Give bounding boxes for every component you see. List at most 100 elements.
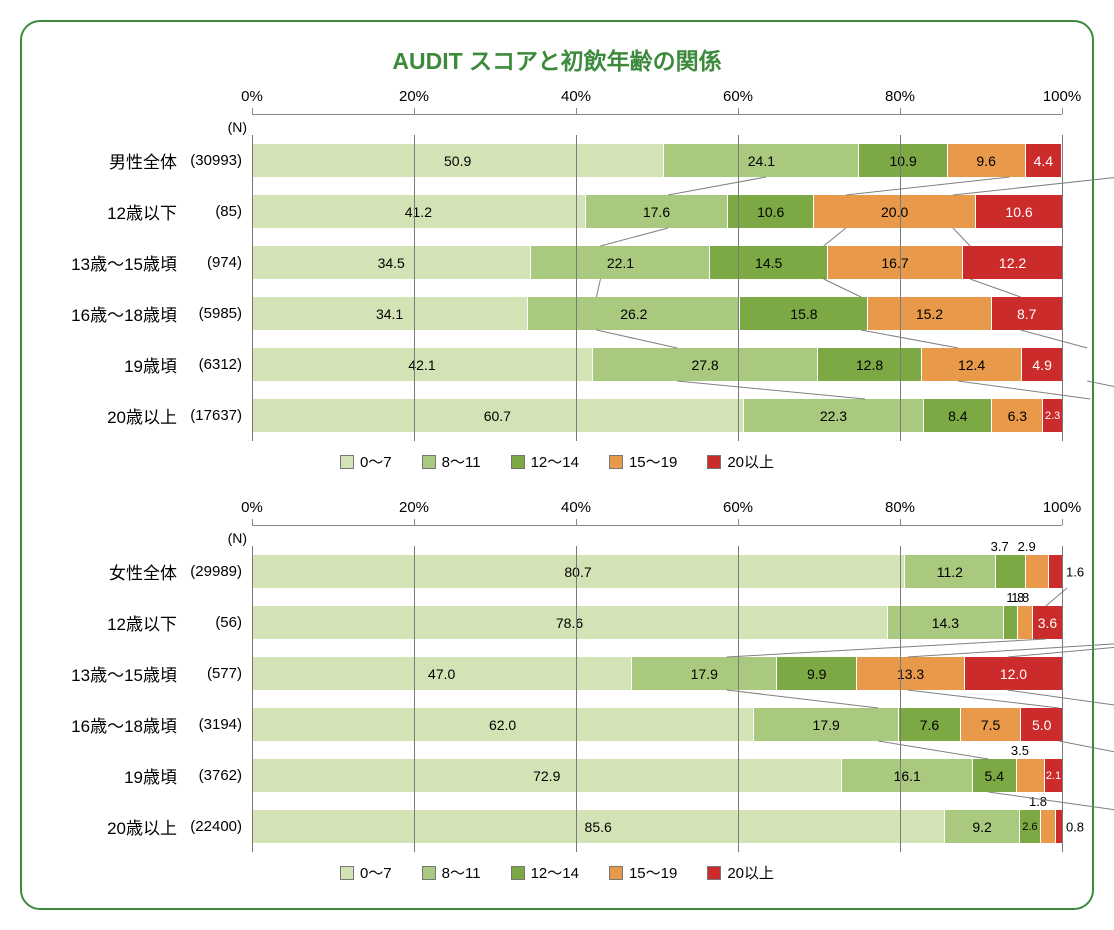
legend-label: 0～7 <box>360 862 392 883</box>
bar-segment: 4.9 <box>1022 348 1062 381</box>
bar-segment: 2.1 <box>1045 759 1062 792</box>
bar-segment: 5.4 <box>973 759 1017 792</box>
legend-swatch <box>511 455 525 469</box>
chart-panel: 0%20%40%60%80%100%(N)女性全体(29989)80.711.2… <box>52 502 1062 883</box>
bar-segment: 12.2 <box>963 246 1062 279</box>
legend-item: 8～11 <box>422 862 481 883</box>
legend-item: 12～14 <box>511 451 579 472</box>
chart-row: 16歳～18歳頃(3194)62.017.97.67.55.0 <box>52 699 1062 750</box>
axis-tick-label: 80% <box>885 499 915 516</box>
bar-segment: 78.6 <box>252 606 888 639</box>
axis-tick-label: 20% <box>399 499 429 516</box>
bar-segment: 47.0 <box>252 657 632 690</box>
bar-segment: 8.7 <box>992 297 1062 330</box>
chart-title: AUDIT スコアと初飲年齢の関係 <box>52 42 1062 76</box>
bar-segment: 0.8 <box>1056 810 1062 843</box>
row-label: 13歳～15歳頃 <box>52 661 182 686</box>
legend-item: 15～19 <box>609 451 677 472</box>
n-header: (N) <box>182 530 252 546</box>
bar-segment: 7.6 <box>899 708 961 741</box>
bar-segment: 11.2 <box>905 555 996 588</box>
bar-segment: 20.0 <box>814 195 976 228</box>
row-label: 16歳～18歳頃 <box>52 712 182 737</box>
legend-item: 0～7 <box>340 862 392 883</box>
legend-swatch <box>707 455 721 469</box>
bar-segment: 17.9 <box>632 657 777 690</box>
axis-tick-label: 40% <box>561 88 591 105</box>
row-n: (577) <box>182 665 252 682</box>
bar-segment: 2.3 <box>1043 399 1062 432</box>
row-n: (3762) <box>182 767 252 784</box>
bar-segment: 3.5 <box>1017 759 1045 792</box>
row-label: 19歳頃 <box>52 352 182 377</box>
x-axis: 0%20%40%60%80%100% <box>252 502 1062 526</box>
chart-row: 12歳以下(85)41.217.610.620.010.6 <box>52 186 1062 237</box>
row-n: (6312) <box>182 356 252 373</box>
axis-tick-label: 20% <box>399 88 429 105</box>
legend-item: 12～14 <box>511 862 579 883</box>
stacked-bar: 34.126.215.815.28.7 <box>252 297 1062 330</box>
axis-tick-label: 80% <box>885 88 915 105</box>
bar-segment: 1.6 <box>1049 555 1062 588</box>
bar-segment: 60.7 <box>252 399 744 432</box>
chart-panel: 0%20%40%60%80%100%(N)男性全体(30993)50.924.1… <box>52 91 1062 472</box>
legend-label: 20以上 <box>727 862 774 883</box>
bar-segment: 42.1 <box>252 348 593 381</box>
legend-swatch <box>340 455 354 469</box>
legend-swatch <box>609 866 623 880</box>
row-n: (22400) <box>182 818 252 835</box>
stacked-bar: 60.722.38.46.32.3 <box>252 399 1062 432</box>
legend-label: 0～7 <box>360 451 392 472</box>
legend-label: 8～11 <box>442 451 481 472</box>
bar-segment: 15.8 <box>740 297 868 330</box>
bar-segment: 34.1 <box>252 297 528 330</box>
legend-item: 8～11 <box>422 451 481 472</box>
legend-label: 12～14 <box>531 862 579 883</box>
stacked-bar: 34.522.114.516.712.2 <box>252 246 1062 279</box>
bar-segment: 3.6 <box>1033 606 1062 639</box>
bar-segment: 1.8 <box>1018 606 1033 639</box>
row-n: (3194) <box>182 716 252 733</box>
bar-segment: 10.6 <box>728 195 814 228</box>
stacked-bar: 41.217.610.620.010.6 <box>252 195 1062 228</box>
bar-segment: 8.4 <box>924 399 992 432</box>
bar-segment: 50.9 <box>252 144 664 177</box>
chart-row: 20歳以上(22400)85.69.22.61.80.8 <box>52 801 1062 852</box>
chart-row: 男性全体(30993)50.924.110.99.64.4 <box>52 135 1062 186</box>
legend-item: 0～7 <box>340 451 392 472</box>
bar-segment: 27.8 <box>593 348 818 381</box>
row-label: 男性全体 <box>52 148 182 173</box>
bar-segment: 5.0 <box>1021 708 1062 741</box>
bar-segment: 17.6 <box>586 195 729 228</box>
stacked-bar: 42.127.812.812.44.9 <box>252 348 1062 381</box>
bar-segment: 22.1 <box>531 246 710 279</box>
bar-segment: 24.1 <box>664 144 859 177</box>
row-n: (974) <box>182 254 252 271</box>
bar-segment: 10.9 <box>859 144 947 177</box>
legend-swatch <box>609 455 623 469</box>
row-label: 20歳以上 <box>52 814 182 839</box>
chart-row: 16歳～18歳頃(5985)34.126.215.815.28.7 <box>52 288 1062 339</box>
x-axis: 0%20%40%60%80%100% <box>252 91 1062 115</box>
stacked-bar: 62.017.97.67.55.0 <box>252 708 1062 741</box>
stacked-bar: 72.916.15.43.52.1 <box>252 759 1062 792</box>
legend-label: 20以上 <box>727 451 774 472</box>
bar-segment: 9.9 <box>777 657 857 690</box>
axis-tick-label: 100% <box>1043 499 1081 516</box>
legend-label: 12～14 <box>531 451 579 472</box>
bar-segment: 4.4 <box>1026 144 1062 177</box>
legend-swatch <box>422 866 436 880</box>
row-label: 女性全体 <box>52 559 182 584</box>
bar-segment: 2.9 <box>1026 555 1049 588</box>
legend-item: 15～19 <box>609 862 677 883</box>
n-header: (N) <box>182 119 252 135</box>
legend-swatch <box>340 866 354 880</box>
row-n: (5985) <box>182 305 252 322</box>
axis-tick-label: 60% <box>723 88 753 105</box>
bar-segment: 3.7 <box>996 555 1026 588</box>
plot-area: 女性全体(29989)80.711.23.72.91.612歳以下(56)78.… <box>52 546 1062 852</box>
bar-segment: 72.9 <box>252 759 842 792</box>
bar-segment: 17.9 <box>754 708 899 741</box>
row-n: (56) <box>182 614 252 631</box>
bar-segment: 14.3 <box>888 606 1004 639</box>
